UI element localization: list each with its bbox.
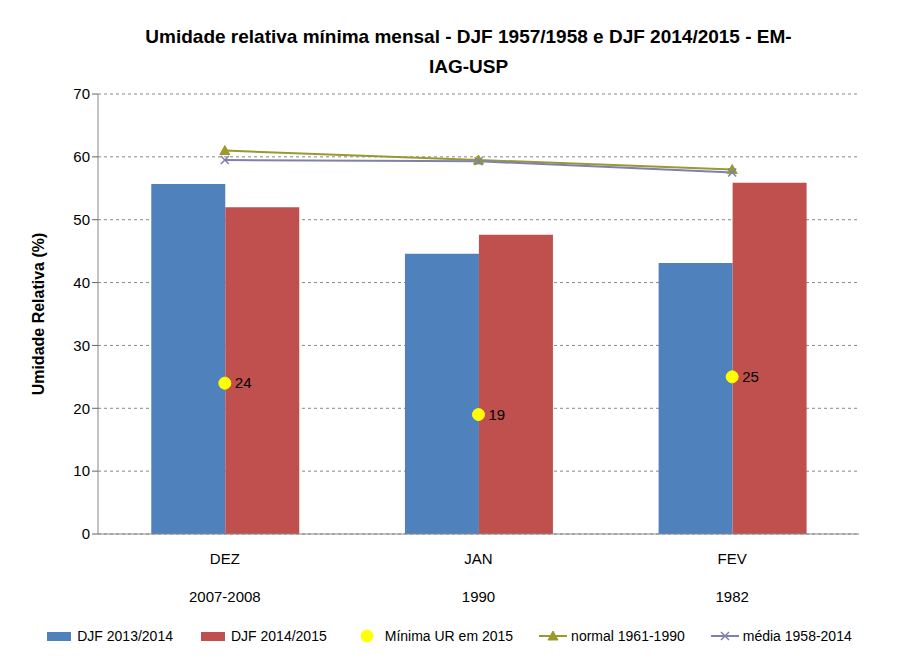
svg-text:JAN: JAN [464,550,492,567]
svg-text:24: 24 [235,374,252,391]
svg-text:1990: 1990 [462,588,495,605]
html-text:DJF 2013/2014: DJF 2013/2014 [77,628,173,644]
svg-text:60: 60 [73,148,90,165]
svg-text:10: 10 [73,462,90,479]
svg-text:20: 20 [73,400,90,417]
svg-text:50: 50 [73,211,90,228]
svg-text:0: 0 [82,525,90,542]
svg-text:70: 70 [73,85,90,102]
svg-text:25: 25 [742,368,759,385]
html-text:DJF 2014/2015: DJF 2014/2015 [231,628,327,644]
svg-text:DEZ: DEZ [210,550,240,567]
html-text:normal 1961-1990: normal 1961-1990 [571,628,685,644]
svg-text:1982: 1982 [715,588,748,605]
svg-text:19: 19 [489,406,506,423]
html-text:Umidade relativa mínima mensal: Umidade relativa mínima mensal - DJF 195… [145,26,792,77]
svg-text:FEV: FEV [718,550,747,567]
svg-text:30: 30 [73,337,90,354]
html-text:média 1958-2014: média 1958-2014 [742,628,852,644]
svg-text:40: 40 [73,274,90,291]
svg-text:Umidade Relativa (%): Umidade Relativa (%) [30,233,47,396]
svg-text:2007-2008: 2007-2008 [189,588,261,605]
html-text:Mínima UR em 2015: Mínima UR em 2015 [384,628,514,644]
